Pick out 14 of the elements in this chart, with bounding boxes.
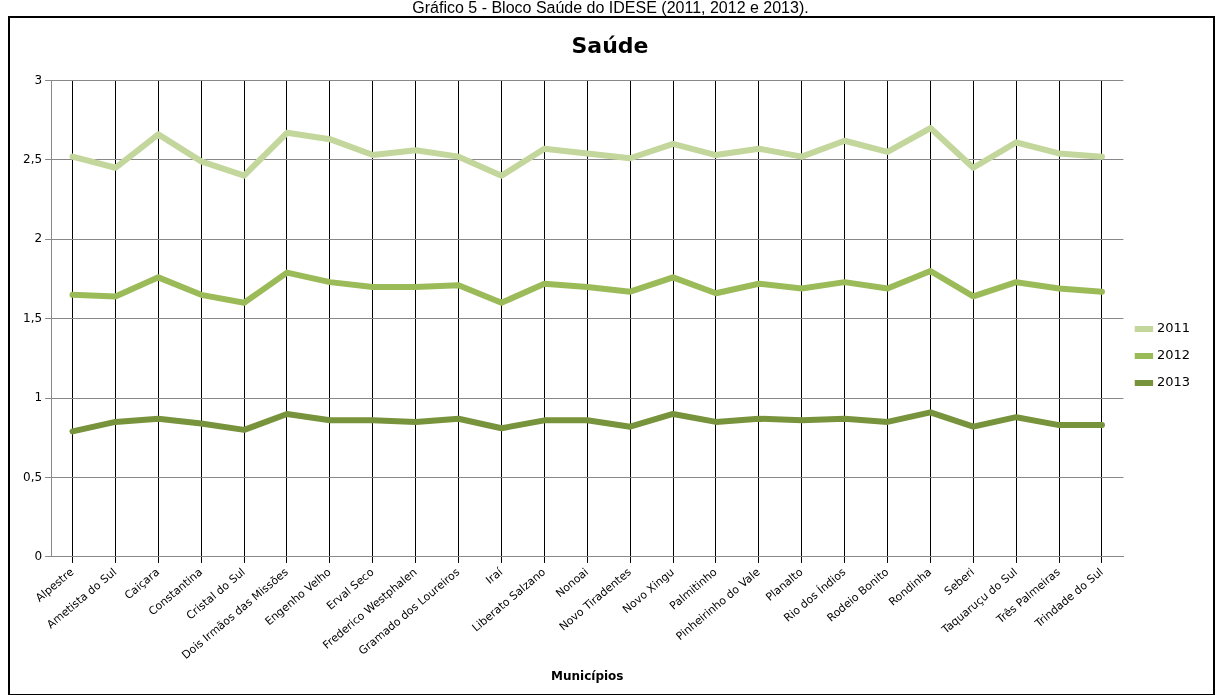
chart-title: Saúde (571, 32, 649, 58)
x-axis-title: Municípios (551, 668, 624, 683)
legend-label: 2013 (1156, 374, 1191, 390)
y-tick-label: 3 (34, 72, 43, 87)
y-tick-label: 2 (34, 231, 43, 246)
y-tick-label: 2,5 (22, 151, 43, 166)
y-tick-label: 1,5 (22, 310, 43, 325)
text: Gráfico 5 - Bloco Saúde do IDESE (2011, 2012 e 2013). (411, 0, 810, 16)
legend-label: 2012 (1156, 347, 1191, 363)
x-tick-label: Iraí (483, 564, 506, 587)
y-tick-label: 0,5 (22, 469, 43, 484)
y-tick-label: 1 (34, 390, 43, 405)
y-tick-label: 0 (34, 549, 43, 564)
legend-label: 2011 (1156, 320, 1191, 336)
